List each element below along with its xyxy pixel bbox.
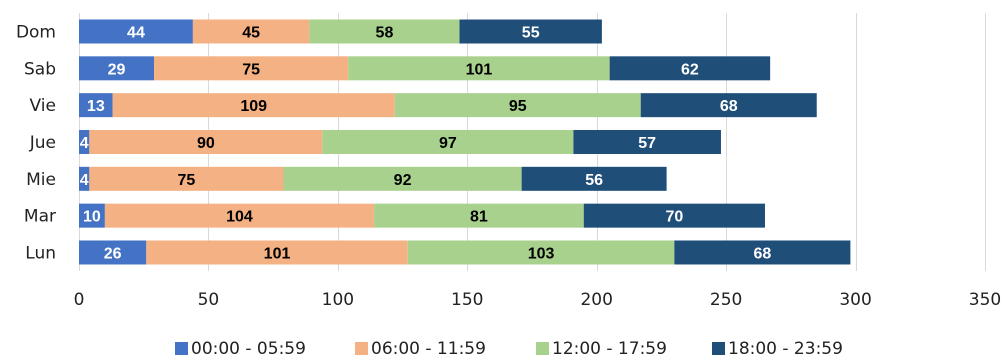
- bar-segment: [322, 129, 574, 154]
- legend-label: 18:00 - 23:59: [728, 339, 843, 359]
- data-label: 13: [87, 98, 105, 115]
- legend-label: 12:00 - 17:59: [552, 339, 667, 359]
- x-tick-label: 100: [322, 290, 354, 310]
- data-label: 29: [108, 61, 126, 78]
- category-label-jue: Jue: [29, 133, 56, 153]
- bar-segment: [79, 19, 193, 44]
- category-label-mar: Mar: [24, 207, 56, 227]
- bar-segment: [79, 166, 90, 191]
- bar-segment: [583, 203, 765, 228]
- category-labels: Dom Sab Vie Jue Mie Mar Lun: [16, 23, 56, 264]
- data-label: 70: [665, 209, 683, 226]
- bar-segment: [674, 240, 851, 265]
- legend: 00:00 - 05:59 06:00 - 11:59 12:00 - 17:59 1…: [175, 339, 843, 359]
- bar-segment: [104, 203, 375, 228]
- legend-label: 06:00 - 11:59: [371, 339, 486, 359]
- category-label-lun: Lun: [25, 243, 56, 263]
- x-tick-label: 300: [839, 290, 871, 310]
- data-label: 97: [439, 135, 457, 152]
- bar-segment: [374, 203, 584, 228]
- legend-swatch: [355, 342, 368, 355]
- bar-segment: [283, 166, 522, 191]
- bar-segment: [79, 203, 105, 228]
- data-label: 56: [585, 172, 603, 189]
- data-label: 45: [242, 25, 260, 42]
- x-tick-label: 250: [710, 290, 742, 310]
- bars: 44 45 58 55 29 75 101 62 13 109 95 68 4 90 97 57 4 75 92 56…: [79, 19, 851, 265]
- data-label: 81: [470, 209, 488, 226]
- category-label-vie: Vie: [30, 96, 56, 116]
- bar-segment: [394, 93, 641, 118]
- bar-segment: [146, 240, 408, 265]
- data-label: 75: [242, 61, 260, 78]
- bar-segment: [407, 240, 675, 265]
- bar-segment: [89, 166, 284, 191]
- x-tick-label: 50: [198, 290, 220, 310]
- category-label-dom: Dom: [16, 23, 56, 43]
- x-tick-label: 0: [74, 290, 85, 310]
- data-label: 103: [528, 245, 555, 262]
- bar-segment: [640, 93, 817, 118]
- bar-segment: [79, 240, 147, 265]
- bar-segment: [609, 56, 771, 81]
- data-label: 10: [83, 209, 101, 226]
- legend-swatch: [175, 342, 188, 355]
- bar-segment: [521, 166, 667, 191]
- bar-segment: [348, 56, 610, 81]
- legend-label: 00:00 - 05:59: [191, 339, 306, 359]
- bar-segment: [79, 93, 113, 118]
- data-label: 26: [104, 245, 122, 262]
- x-tick-label: 350: [969, 290, 1001, 310]
- data-label: 68: [753, 245, 771, 262]
- data-label: 4: [80, 172, 89, 189]
- data-label: 4: [80, 135, 89, 152]
- bar-segment: [79, 56, 155, 81]
- data-label: 55: [522, 25, 540, 42]
- data-label: 68: [720, 98, 738, 115]
- bar-segment: [79, 129, 90, 154]
- bar-segment: [573, 129, 721, 154]
- bar-segment: [89, 129, 323, 154]
- x-axis-tick-labels: 0 50 100 150 200 250 300 350: [74, 290, 1002, 310]
- data-label: 75: [178, 172, 196, 189]
- category-label-mie: Mie: [26, 170, 56, 190]
- data-label: 101: [264, 245, 291, 262]
- bar-segment: [112, 93, 395, 118]
- bar-segment: [309, 19, 460, 44]
- data-label: 58: [376, 25, 394, 42]
- data-label: 62: [681, 61, 699, 78]
- bar-segment: [154, 56, 349, 81]
- data-label: 44: [127, 25, 145, 42]
- data-label: 101: [466, 61, 493, 78]
- x-tick-label: 150: [451, 290, 483, 310]
- data-label: 57: [638, 135, 656, 152]
- bar-segment: [459, 19, 602, 44]
- data-label: 92: [394, 172, 412, 189]
- data-label: 104: [226, 209, 253, 226]
- legend-swatch: [536, 342, 549, 355]
- data-label: 90: [197, 135, 215, 152]
- data-label: 109: [240, 98, 267, 115]
- category-label-sab: Sab: [24, 59, 56, 79]
- bar-segment: [192, 19, 310, 44]
- legend-swatch: [712, 342, 725, 355]
- data-label: 95: [509, 98, 527, 115]
- x-tick-label: 200: [580, 290, 612, 310]
